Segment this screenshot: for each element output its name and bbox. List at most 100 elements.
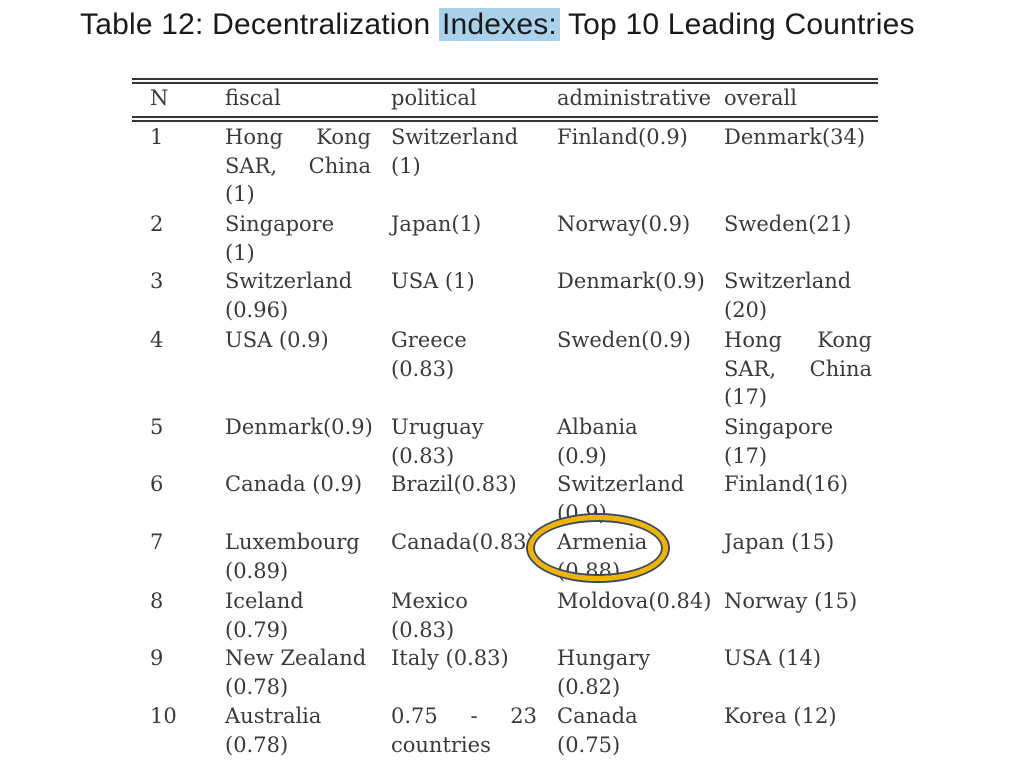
cell-political: Brazil(0.83) — [391, 470, 537, 499]
cell-line: Mexico — [391, 589, 468, 613]
cell-political: Uruguay (0.83) — [391, 413, 537, 470]
cell-political: Canada(0.83) — [391, 528, 537, 557]
cell-political: Mexico (0.83) — [391, 587, 537, 644]
cell-administrative: Canada (0.75) — [557, 702, 717, 759]
cell-fiscal: USA (0.9) — [225, 326, 371, 355]
cell-administrative: Sweden(0.9) — [557, 326, 717, 355]
cell-political: USA (1) — [391, 267, 537, 296]
cell-line: (1) — [225, 240, 255, 265]
cell-administrative: Armenia (0.88) — [557, 528, 717, 585]
cell-line: Sweden(0.9) — [557, 328, 691, 352]
cell-political: Greece (0.83) — [391, 326, 537, 383]
cell-overall: Norway (15) — [724, 587, 872, 616]
cell-administrative: Albania (0.9) — [557, 413, 717, 470]
cell-line: Denmark(0.9) — [557, 269, 705, 293]
cell-fiscal: Hong Kong SAR, China (1) — [225, 123, 371, 209]
cell-n: 5 — [150, 415, 164, 439]
cell-overall: Sweden(21) — [724, 210, 872, 239]
cell-overall: Switzerland (20) — [724, 267, 872, 324]
cell-line: New Zealand — [225, 646, 367, 670]
cell-line: Singapore — [724, 415, 834, 439]
cell-fiscal: Luxembourg (0.89) — [225, 528, 371, 585]
cell-line: Sweden(21) — [724, 212, 852, 236]
cell-administrative: Hungary (0.82) — [557, 644, 717, 701]
cell-n: 1 — [150, 125, 164, 149]
cell-line: (0.75) — [557, 732, 621, 757]
cell-n: 6 — [150, 472, 164, 496]
cell-line: Switzerland — [724, 269, 852, 293]
cell-line: Norway (15) — [724, 589, 858, 613]
cell-line: (17) — [724, 443, 768, 468]
cell-administrative: Finland(0.9) — [557, 123, 717, 152]
cell-administrative: Norway(0.9) — [557, 210, 717, 239]
cell-line: Greece — [391, 328, 467, 352]
cell-fiscal: Switzerland (0.96) — [225, 267, 371, 324]
cell-fiscal: Iceland (0.79) — [225, 587, 371, 644]
cell-line: Japan (15) — [724, 530, 835, 554]
decentralization-table: N fiscal political administrative overal… — [132, 78, 878, 768]
cell-line: (0.83) — [391, 617, 455, 642]
cell-line: 0.75-23 — [391, 704, 537, 728]
cell-line: (0.89) — [225, 558, 289, 583]
cell-line: Hong Kong — [724, 328, 872, 352]
cell-line: USA (0.9) — [225, 328, 329, 352]
cell-political: Switzerland (1) — [391, 123, 537, 180]
header-rule-double — [132, 120, 878, 122]
cell-n: 3 — [150, 269, 164, 293]
cell-line: (20) — [724, 297, 768, 322]
cell-fiscal: Denmark(0.9) — [225, 413, 373, 442]
cell-line: Canada — [557, 704, 638, 728]
cell-overall: Denmark(34) — [724, 123, 872, 152]
top-rule-double — [132, 82, 878, 84]
cell-line: (1) — [391, 153, 421, 178]
header-n: N — [150, 86, 169, 110]
cell-n: 4 — [150, 328, 164, 352]
cell-n: 10 — [150, 704, 177, 728]
cell-line: Korea (12) — [724, 704, 837, 728]
cell-line: Canada(0.83) — [391, 530, 535, 554]
cell-line: Brazil(0.83) — [391, 472, 517, 496]
cell-line: Finland(0.9) — [557, 125, 688, 149]
cell-line: Uruguay — [391, 415, 484, 439]
cell-fiscal: Australia (0.78) — [225, 702, 371, 759]
cell-n: 2 — [150, 212, 164, 236]
title-highlighted-word: Indexes: — [438, 8, 560, 41]
cell-line: Norway(0.9) — [557, 212, 691, 236]
cell-overall: Japan (15) — [724, 528, 872, 557]
cell-line: Moldova(0.84) — [557, 589, 712, 613]
cell-line: USA (1) — [391, 269, 475, 293]
cell-line: Switzerland — [557, 472, 685, 496]
cell-line: (0.96) — [225, 297, 289, 322]
cell-line: countries — [391, 732, 491, 757]
cell-line: Denmark(0.9) — [225, 415, 373, 439]
cell-line: (0.83) — [391, 443, 455, 468]
cell-line: SAR, China — [225, 153, 371, 178]
cell-political: 0.75-23 countries — [391, 702, 537, 759]
table-title: Table 12: Decentralization Indexes: Top … — [80, 8, 915, 42]
cell-line: (0.78) — [225, 732, 289, 757]
title-prefix: Table 12: Decentralization — [80, 8, 439, 41]
cell-line: (0.83) — [391, 356, 455, 381]
cell-line: Switzerland — [391, 125, 519, 149]
cell-fiscal: Canada (0.9) — [225, 470, 371, 499]
cell-line: SAR, China — [724, 356, 872, 381]
cell-fiscal: New Zealand (0.78) — [225, 644, 371, 701]
header-rule — [132, 116, 878, 118]
cell-line: Luxembourg — [225, 530, 360, 554]
cell-political: Japan(1) — [391, 210, 537, 239]
cell-overall: Finland(16) — [724, 470, 872, 499]
cell-n: 8 — [150, 589, 164, 613]
cell-fiscal: Singapore (1) — [225, 210, 371, 267]
cell-line: USA (14) — [724, 646, 822, 670]
cell-overall: Hong Kong SAR, China (17) — [724, 326, 872, 412]
header-political: political — [391, 86, 477, 110]
header-fiscal: fiscal — [225, 86, 281, 110]
top-rule — [132, 78, 878, 80]
cell-line: (0.88) — [557, 558, 621, 583]
cell-line: (0.79) — [225, 617, 289, 642]
cell-line: (0.82) — [557, 674, 621, 699]
cell-administrative: Switzerland (0.9) — [557, 470, 717, 527]
cell-n: 9 — [150, 646, 164, 670]
cell-line: Canada (0.9) — [225, 472, 363, 496]
cell-line: (0.78) — [225, 674, 289, 699]
